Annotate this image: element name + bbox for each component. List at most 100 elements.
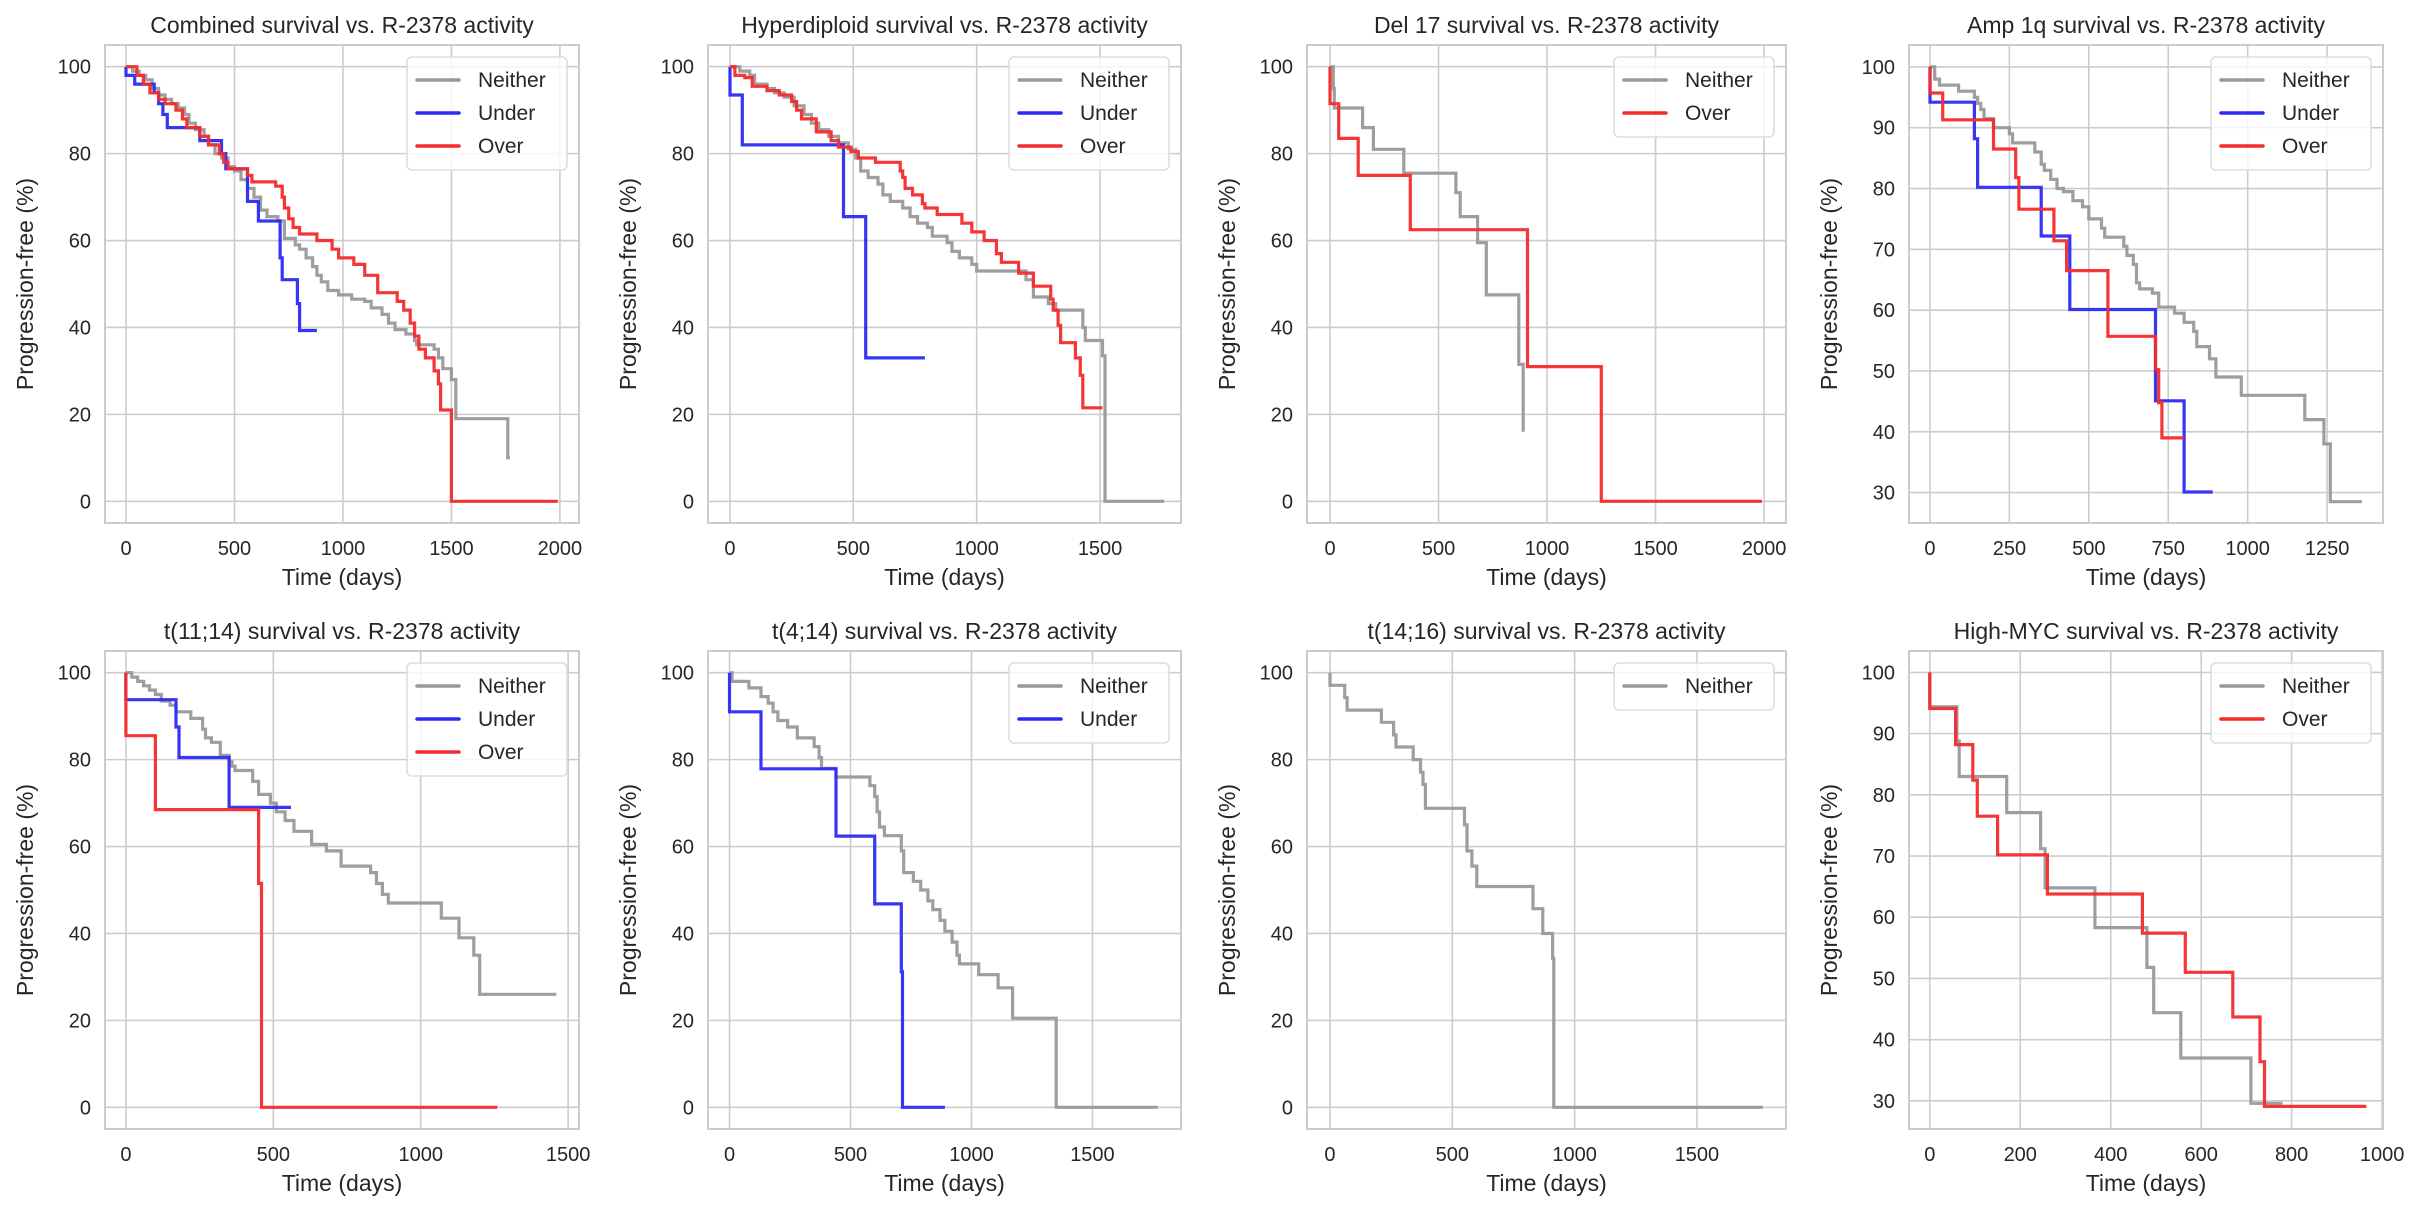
y-tick-label: 60 bbox=[672, 231, 694, 253]
y-tick-label: 80 bbox=[1271, 750, 1293, 772]
axes-frame bbox=[1908, 650, 2384, 1130]
y-axis-label: Progression-free (%) bbox=[1816, 178, 1842, 390]
y-tick-label: 100 bbox=[1260, 57, 1293, 79]
x-tick-label: 1500 bbox=[546, 1144, 591, 1166]
series-line-neither bbox=[1930, 65, 2362, 504]
legend-label: Neither bbox=[1685, 675, 1753, 698]
y-tick-label: 20 bbox=[672, 404, 694, 426]
y-tick-label: 70 bbox=[1873, 239, 1895, 261]
legend-label: Under bbox=[1080, 708, 1137, 731]
y-axis-label: Progression-free (%) bbox=[615, 784, 641, 996]
x-tick-label: 1000 bbox=[949, 1144, 994, 1166]
x-tick-label: 1000 bbox=[1525, 538, 1570, 560]
y-axis-label: Progression-free (%) bbox=[12, 178, 38, 390]
y-tick-label: 100 bbox=[1260, 663, 1293, 685]
y-tick-label: 20 bbox=[1271, 1010, 1293, 1032]
y-tick-label: 60 bbox=[69, 837, 91, 859]
legend-label: Neither bbox=[478, 675, 546, 698]
y-tick-label: 0 bbox=[1282, 1097, 1293, 1119]
subplot-title: High-MYC survival vs. R-2378 activity bbox=[1954, 618, 2339, 644]
y-tick-label: 0 bbox=[80, 491, 91, 513]
legend: Neither Over bbox=[2210, 662, 2372, 744]
x-tick-label: 1500 bbox=[429, 538, 474, 560]
subplot-title: t(14;16) survival vs. R-2378 activity bbox=[1368, 618, 1726, 644]
subplot-title: Hyperdiploid survival vs. R-2378 activit… bbox=[741, 12, 1148, 38]
x-tick-label: 1000 bbox=[2225, 538, 2270, 560]
x-tick-label: 0 bbox=[1324, 1144, 1335, 1166]
y-tick-label: 80 bbox=[672, 750, 694, 772]
axes-frame bbox=[1908, 44, 2384, 524]
legend: Neither Under Over bbox=[1008, 56, 1170, 171]
legend-label: Neither bbox=[2282, 69, 2350, 92]
x-tick-label: 0 bbox=[120, 1144, 131, 1166]
x-tick-label: 1000 bbox=[321, 538, 366, 560]
series-line-neither bbox=[125, 671, 557, 996]
series-line-neither bbox=[730, 65, 1165, 503]
x-axis-label: Time (days) bbox=[1486, 1170, 1607, 1196]
y-tick-label: 40 bbox=[672, 923, 694, 945]
legend-box bbox=[1613, 56, 1775, 138]
y-axis-label: Progression-free (%) bbox=[615, 178, 641, 390]
series-line-over bbox=[124, 672, 498, 1109]
y-tick-label: 0 bbox=[683, 491, 694, 513]
x-axis-label: Time (days) bbox=[884, 564, 1005, 590]
legend-label: Over bbox=[2282, 708, 2328, 731]
y-tick-label: 60 bbox=[1873, 300, 1895, 322]
x-tick-label: 500 bbox=[837, 538, 870, 560]
y-tick-label: 0 bbox=[1282, 491, 1293, 513]
x-axis-label: Time (days) bbox=[282, 1170, 403, 1196]
y-axis-label: Progression-free (%) bbox=[1816, 784, 1842, 996]
legend: Neither Over bbox=[1613, 56, 1775, 138]
legend-box bbox=[406, 56, 568, 171]
y-tick-label: 30 bbox=[1873, 1091, 1895, 1113]
y-tick-label: 80 bbox=[1873, 785, 1895, 807]
series-line-neither bbox=[1928, 672, 2283, 1105]
y-tick-label: 20 bbox=[69, 404, 91, 426]
y-tick-label: 0 bbox=[683, 1097, 694, 1119]
axes-frame bbox=[104, 650, 580, 1130]
x-tick-label: 500 bbox=[2072, 538, 2105, 560]
legend-box bbox=[406, 662, 568, 777]
axes-frame bbox=[707, 44, 1182, 524]
legend-label: Over bbox=[1685, 102, 1731, 125]
x-tick-label: 500 bbox=[834, 1144, 867, 1166]
x-axis-label: Time (days) bbox=[884, 1170, 1005, 1196]
series-line-neither bbox=[1330, 65, 1525, 432]
series-line-over bbox=[126, 65, 558, 503]
axes-frame bbox=[707, 650, 1182, 1130]
y-tick-label: 60 bbox=[1271, 837, 1293, 859]
x-axis-label: Time (days) bbox=[2086, 564, 2207, 590]
y-axis-label: Progression-free (%) bbox=[1214, 178, 1240, 390]
x-tick-label: 0 bbox=[724, 1144, 735, 1166]
y-tick-label: 20 bbox=[69, 1010, 91, 1032]
x-tick-label: 500 bbox=[218, 538, 251, 560]
plot-area bbox=[1307, 651, 1786, 1129]
x-tick-label: 0 bbox=[120, 538, 131, 560]
legend-label: Under bbox=[478, 708, 535, 731]
x-tick-label: 800 bbox=[2275, 1144, 2308, 1166]
legend-label: Over bbox=[1080, 135, 1126, 158]
subplot-title: t(4;14) survival vs. R-2378 activity bbox=[772, 618, 1118, 644]
x-tick-label: 1000 bbox=[1552, 1144, 1597, 1166]
x-tick-label: 0 bbox=[1324, 538, 1335, 560]
y-tick-label: 60 bbox=[672, 837, 694, 859]
y-tick-label: 80 bbox=[672, 144, 694, 166]
x-tick-label: 1000 bbox=[954, 538, 999, 560]
legend-label: Over bbox=[2282, 135, 2328, 158]
x-tick-label: 400 bbox=[2094, 1144, 2127, 1166]
x-tick-label: 0 bbox=[724, 538, 735, 560]
y-tick-label: 90 bbox=[1873, 118, 1895, 140]
subplot-title: Amp 1q survival vs. R-2378 activity bbox=[1967, 12, 2325, 38]
legend: Neither Under Over bbox=[2210, 56, 2372, 171]
x-axis-label: Time (days) bbox=[2086, 1170, 2207, 1196]
x-tick-label: 500 bbox=[1436, 1144, 1469, 1166]
x-tick-label: 1250 bbox=[2305, 538, 2350, 560]
y-tick-label: 20 bbox=[672, 1010, 694, 1032]
y-tick-label: 100 bbox=[661, 57, 694, 79]
y-tick-label: 40 bbox=[672, 317, 694, 339]
y-tick-label: 100 bbox=[1862, 57, 1895, 79]
